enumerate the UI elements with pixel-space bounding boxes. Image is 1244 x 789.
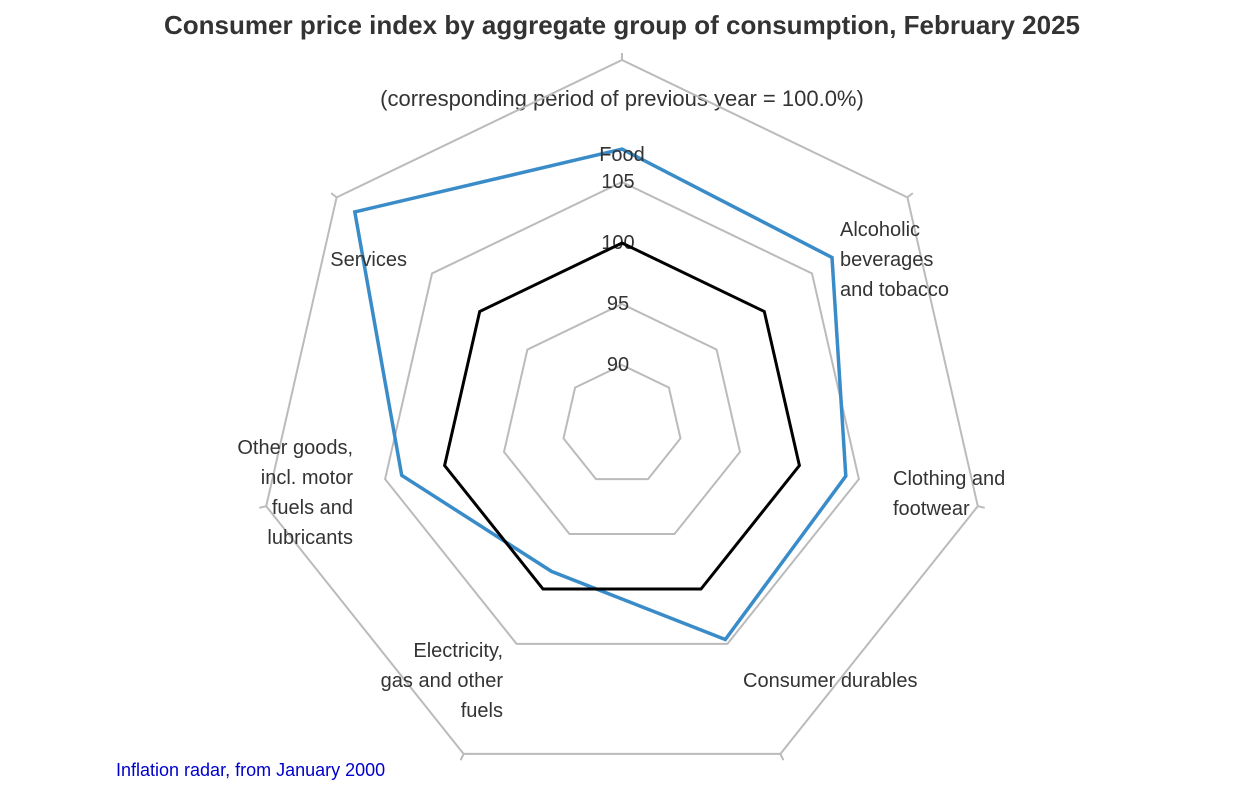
radial-tick-label: 90 — [607, 354, 629, 376]
radar-axis-tick — [459, 753, 465, 761]
chart-subtitle: (corresponding period of previous year =… — [380, 86, 864, 111]
radar-grid-ring-95 — [502, 302, 742, 535]
chart-title: Consumer price index by aggregate group … — [164, 10, 1080, 40]
radar-outer-ring — [265, 58, 979, 755]
category-label: Other goods, incl. motor fuels and lubrican… — [237, 437, 353, 549]
category-label-line: Clothing and — [893, 468, 1005, 490]
radar-axis-tick — [977, 505, 985, 509]
radar-grid-ring-105 — [384, 180, 860, 645]
series-cpi-line — [352, 147, 848, 642]
category-label-line: Other goods, — [237, 437, 353, 459]
category-label-line: fuels and — [272, 497, 353, 519]
category-label-line: Alcoholic — [840, 219, 920, 241]
category-label-line: lubricants — [267, 527, 353, 549]
category-label-line: beverages — [840, 249, 933, 271]
radial-tick-label: 95 — [607, 293, 629, 315]
radar-series — [352, 147, 848, 642]
category-label-line: Electricity, — [413, 640, 503, 662]
radar-axis-tick — [330, 192, 338, 199]
category-label-line: gas and other — [381, 670, 504, 692]
category-label-line: and tobacco — [840, 279, 949, 301]
category-label: Food — [599, 144, 645, 166]
category-label-line: Food — [599, 144, 645, 166]
category-label: Clothing and footwear — [893, 468, 1005, 520]
category-label: Alcoholic beverages and tobacco — [840, 219, 949, 301]
category-label-line: Consumer durables — [743, 670, 918, 692]
radar-axis-tick — [259, 505, 267, 509]
radar-axis-tick — [906, 192, 914, 199]
category-label: Consumer durables — [743, 670, 918, 692]
inflation-radar-link[interactable]: Inflation radar, from January 2000 — [116, 760, 386, 780]
radar-category-labels: Food Alcoholic beverages and tobacco Clothin… — [237, 144, 1005, 722]
category-label-line: Services — [330, 249, 407, 271]
category-label: Services — [330, 249, 407, 271]
category-label-line: fuels — [461, 700, 503, 722]
category-label-line: incl. motor — [261, 467, 354, 489]
radar-grid-ring-90 — [562, 363, 682, 481]
radar-axis-tick — [779, 753, 785, 761]
radial-tick-label: 105 — [601, 171, 634, 193]
category-label-line: footwear — [893, 498, 970, 520]
category-label: Electricity, gas and other fuels — [381, 640, 504, 722]
series-baseline-line — [442, 241, 802, 591]
